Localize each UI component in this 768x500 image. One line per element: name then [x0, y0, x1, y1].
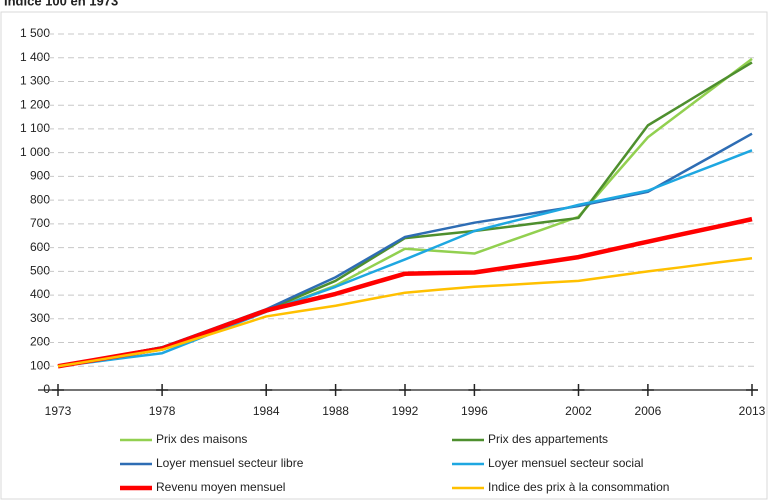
x-tick-label: 2013 [739, 404, 766, 418]
y-tick-label: 1 200 [20, 97, 50, 111]
legend-label: Revenu moyen mensuel [156, 480, 285, 494]
x-tick-label: 1984 [253, 404, 280, 418]
y-tick-label: 500 [30, 264, 50, 278]
y-tick-label: 1 000 [20, 145, 50, 159]
series-line [57, 257, 753, 368]
y-tick-label: 100 [30, 358, 50, 372]
y-tick-label: 600 [30, 240, 50, 254]
legend-label: Indice des prix à la consommation [488, 480, 669, 494]
y-tick-label: 800 [30, 192, 50, 206]
legend-label: Loyer mensuel secteur social [488, 456, 643, 470]
x-tick-label: 2006 [635, 404, 662, 418]
x-tick-label: 1996 [461, 404, 488, 418]
y-tick-label: 700 [30, 216, 50, 230]
x-tick-label: 1973 [45, 404, 72, 418]
y-tick-label: 900 [30, 169, 50, 183]
legend-label: Prix des appartements [488, 432, 608, 446]
y-tick-label: 1 400 [20, 50, 50, 64]
chart-frame [0, 11, 768, 500]
series-line [57, 149, 753, 368]
y-tick-label: 200 [30, 335, 50, 349]
series-line [57, 61, 753, 368]
y-tick-label: 1 300 [20, 74, 50, 88]
y-tick-label: 1 500 [20, 26, 50, 40]
x-tick-label: 2002 [565, 404, 592, 418]
x-tick-label: 1988 [322, 404, 349, 418]
x-tick-label: 1992 [392, 404, 419, 418]
chart-subtitle: Indice 100 en 1973 [4, 0, 118, 8]
x-tick-label: 1978 [149, 404, 176, 418]
y-tick-label: 1 100 [20, 121, 50, 135]
y-tick-label: 400 [30, 287, 50, 301]
y-tick-label: 0 [43, 382, 50, 396]
legend-label: Prix des maisons [156, 432, 247, 446]
y-tick-label: 300 [30, 311, 50, 325]
legend-label: Loyer mensuel secteur libre [156, 456, 304, 470]
series-line [57, 216, 753, 369]
